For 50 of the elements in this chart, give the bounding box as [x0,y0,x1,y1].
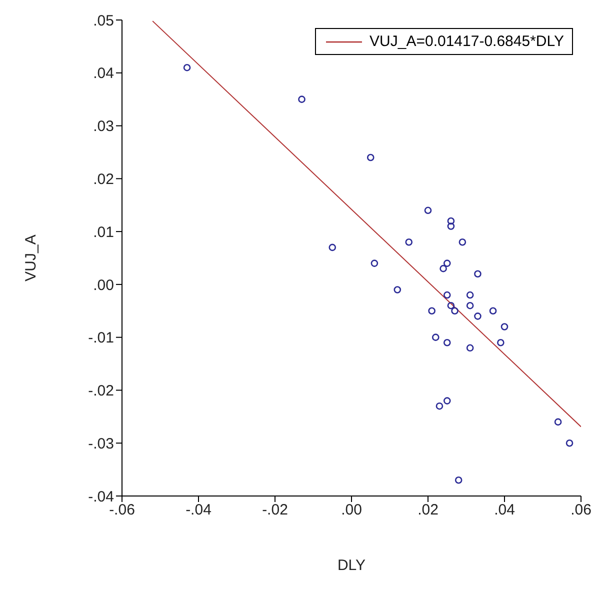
y-tick-label: -.01 [88,330,114,347]
y-tick-label: -.03 [88,435,114,452]
y-tick-label: .03 [93,118,114,136]
point [436,402,444,410]
y-tick-label: .05 [93,12,114,30]
y-axis-title: VUJ_A [22,234,40,282]
point [466,302,474,310]
y-tick-label: -.02 [88,382,114,400]
point [405,238,413,246]
x-axis-title: DLY [337,557,366,574]
point [443,291,451,299]
point [466,291,474,299]
point [443,338,451,346]
point [451,307,458,315]
point [366,154,374,162]
point [183,64,191,72]
y-tick-label: .01 [93,224,114,241]
y-tick-label: .00 [93,276,114,294]
x-tick-label: -.02 [262,502,288,519]
legend-label: VUJ_A=0.01417-0.6845*DLY [370,33,564,50]
point [443,260,451,267]
point [370,260,378,267]
x-tick-label: -.04 [186,502,212,519]
point [447,222,455,230]
point [489,307,497,315]
point [497,338,504,346]
y-tick-label: .02 [93,170,114,188]
point [440,264,447,272]
point [554,418,562,426]
y-tick-label: .04 [93,65,114,82]
x-tick-label: .04 [494,502,515,519]
point [500,323,508,330]
point [424,206,432,214]
point [458,238,466,246]
x-tick-label: .06 [570,502,592,519]
point [432,334,440,341]
point [298,96,306,103]
point [443,397,451,404]
point [474,312,482,320]
point [454,476,462,484]
point [328,244,336,252]
point [394,286,402,294]
point [466,344,474,352]
point [566,439,574,447]
point [447,302,455,310]
x-tick-label: .00 [341,502,362,519]
x-tick-label: .02 [418,502,438,519]
point [447,217,455,225]
point [474,270,482,278]
point [428,307,436,315]
